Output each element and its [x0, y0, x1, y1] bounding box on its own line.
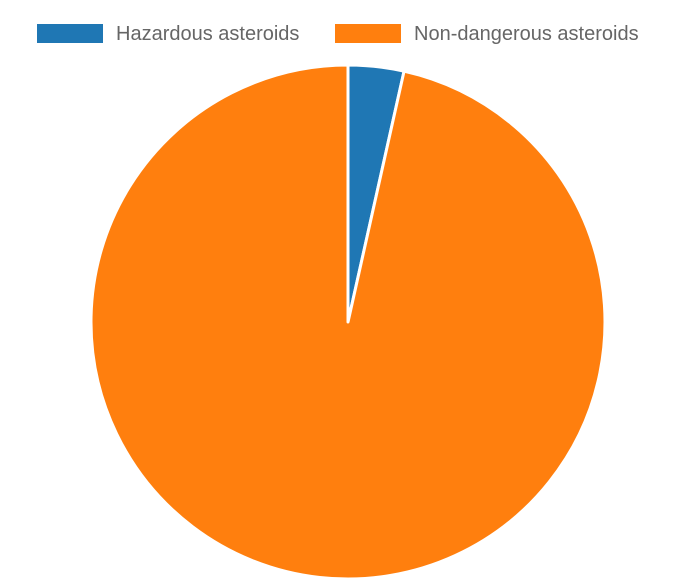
legend: Hazardous asteroids Non-dangerous astero… [37, 23, 639, 45]
legend-label-non-dangerous: Non-dangerous asteroids [414, 23, 639, 45]
pie-slice-non-dangerous[interactable] [89, 63, 607, 581]
legend-item-non-dangerous[interactable]: Non-dangerous asteroids [335, 23, 639, 45]
legend-swatch-non-dangerous [335, 24, 401, 43]
pie-slices [89, 63, 607, 581]
legend-item-hazardous[interactable]: Hazardous asteroids [37, 23, 299, 45]
legend-label-hazardous: Hazardous asteroids [116, 23, 299, 45]
legend-swatch-hazardous [37, 24, 103, 43]
